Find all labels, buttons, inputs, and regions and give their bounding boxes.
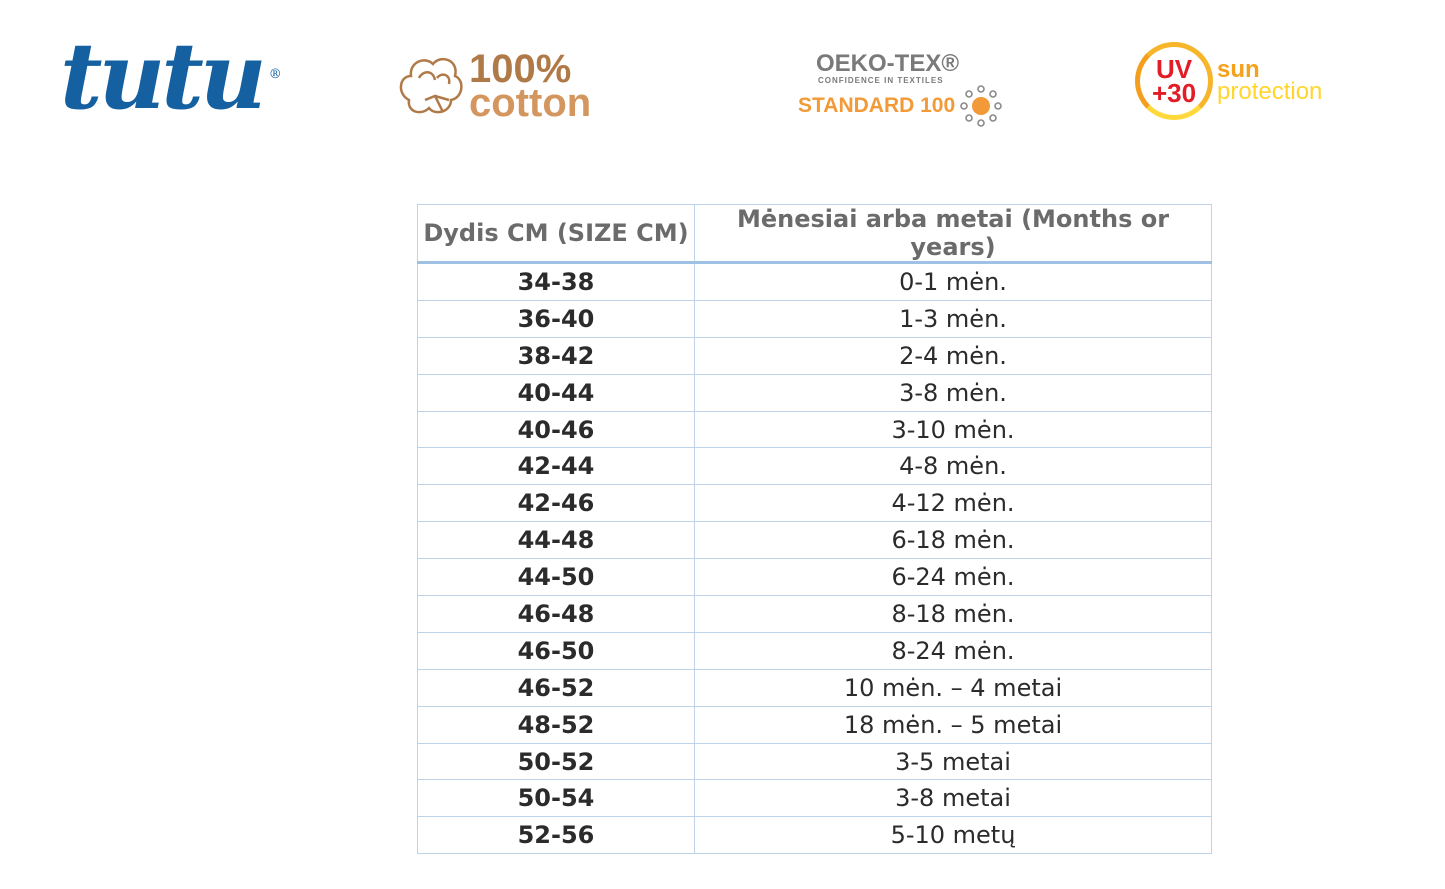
size-cell: 46-48 (417, 595, 695, 633)
age-cell: 3-8 mėn. (694, 373, 1212, 412)
table-header-row: Dydis CM (SIZE CM) Mėnesiai arba metai (… (417, 204, 1212, 264)
oeko-tagline: CONFIDENCE IN TEXTILES (818, 76, 944, 85)
size-cell: 50-52 (417, 742, 695, 781)
header-size: Dydis CM (SIZE CM) (417, 204, 695, 264)
size-cell: 34-38 (417, 262, 695, 301)
table-row: 42-46 4-12 mėn. (417, 484, 1212, 523)
cotton-word: cotton (469, 81, 592, 125)
uv-value: +30 (1151, 78, 1197, 108)
cotton-boll-icon (399, 57, 463, 114)
oeko-tex-logo: OEKO-TEX® CONFIDENCE IN TEXTILES STANDAR… (798, 52, 1002, 127)
size-cell: 46-52 (417, 668, 695, 707)
table-row: 50-52 3-5 metai (417, 742, 1212, 781)
oeko-standard: STANDARD 100 (798, 94, 956, 117)
age-cell: 6-24 mėn. (694, 558, 1212, 597)
cotton-percent: 100% (469, 47, 572, 91)
header-age: Mėnesiai arba metai (Months or years) (694, 204, 1212, 264)
age-cell: 3-10 mėn. (694, 410, 1212, 449)
age-cell: 1-3 mėn. (694, 299, 1212, 338)
table-row: 50-54 3-8 metai (417, 779, 1212, 818)
age-cell: 3-5 metai (694, 742, 1212, 781)
uv-protection-logo: UV +30 sun protection (1135, 42, 1322, 120)
size-cell: 42-44 (417, 447, 695, 486)
table-row: 40-44 3-8 mėn. (417, 373, 1212, 412)
table-row: 46-52 10 mėn. – 4 metai (417, 668, 1212, 707)
tutu-logo: tutu ® (60, 30, 282, 122)
uv-sun-ring: UV +30 (1135, 42, 1213, 120)
registered-mark: ® (268, 67, 282, 82)
tutu-logo-text: tutu (60, 22, 267, 130)
uv-sun-word: sun (1217, 56, 1260, 83)
age-cell: 4-8 mėn. (694, 447, 1212, 486)
age-cell: 3-8 metai (694, 779, 1212, 818)
age-cell: 2-4 mėn. (694, 336, 1212, 375)
size-cell: 48-52 (417, 705, 695, 744)
size-cell: 44-48 (417, 521, 695, 560)
age-cell: 10 mėn. – 4 metai (694, 668, 1212, 707)
table-row: 52-56 5-10 metų (417, 816, 1212, 855)
table-row: 38-42 2-4 mėn. (417, 336, 1212, 375)
table-row: 48-52 18 mėn. – 5 metai (417, 705, 1212, 744)
age-cell: 6-18 mėn. (694, 521, 1212, 560)
age-cell: 5-10 metų (694, 816, 1212, 855)
oeko-title: OEKO-TEX® (816, 50, 960, 77)
table-row: 36-40 1-3 mėn. (417, 299, 1212, 338)
age-cell: 8-18 mėn. (694, 595, 1212, 633)
table-row: 46-50 8-24 mėn. (417, 631, 1212, 670)
size-cell: 38-42 (417, 336, 695, 375)
size-cell: 36-40 (417, 299, 695, 338)
cotton-logo: 100% cotton (395, 47, 592, 125)
size-cell: 46-50 (417, 631, 695, 670)
size-cell: 52-56 (417, 816, 695, 855)
age-cell: 8-24 mėn. (694, 631, 1212, 670)
size-table: Dydis CM (SIZE CM) Mėnesiai arba metai (… (417, 204, 1212, 855)
age-cell: 0-1 mėn. (694, 262, 1212, 301)
uv-protection-word: protection (1217, 78, 1323, 105)
age-cell: 4-12 mėn. (694, 484, 1212, 523)
table-row: 44-48 6-18 mėn. (417, 521, 1212, 560)
oeko-flower-icon (959, 85, 1002, 127)
table-row: 34-38 0-1 mėn. (417, 262, 1212, 301)
size-cell: 50-54 (417, 779, 695, 818)
table-row: 40-46 3-10 mėn. (417, 410, 1212, 449)
table-row: 46-48 8-18 mėn. (417, 595, 1212, 633)
size-cell: 44-50 (417, 558, 695, 597)
size-cell: 40-44 (417, 373, 695, 412)
table-row: 44-50 6-24 mėn. (417, 558, 1212, 597)
age-cell: 18 mėn. – 5 metai (694, 705, 1212, 744)
uv-label: UV (1155, 54, 1193, 84)
size-cell: 42-46 (417, 484, 695, 523)
size-cell: 40-46 (417, 410, 695, 449)
table-row: 42-44 4-8 mėn. (417, 447, 1212, 486)
